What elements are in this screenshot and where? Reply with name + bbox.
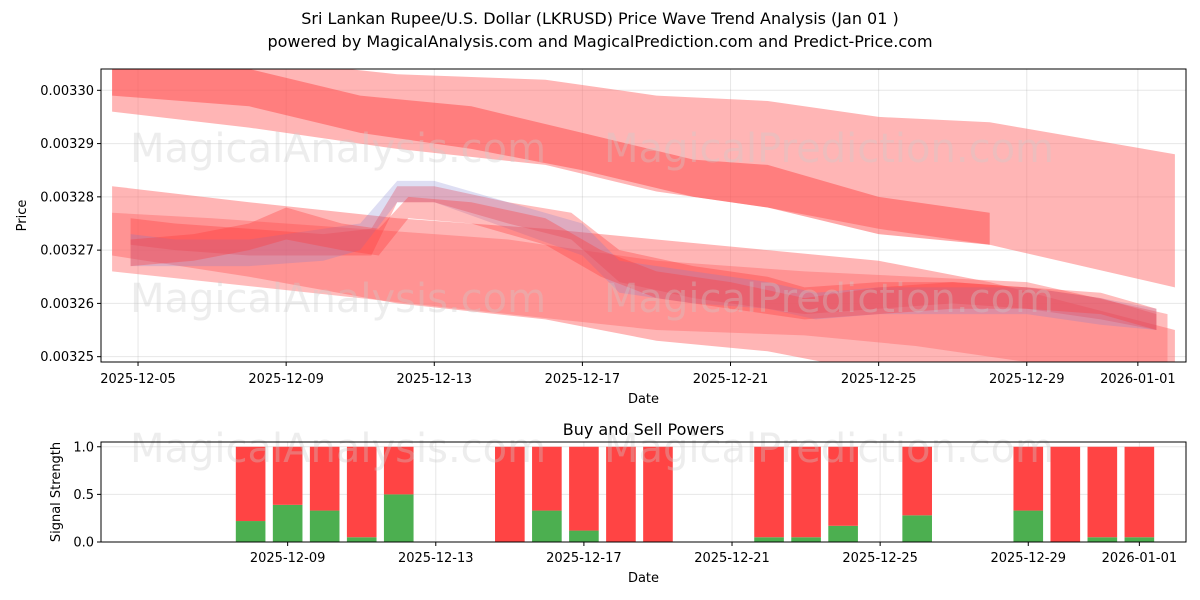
sub-x-tick-label: 2026-01-01 — [1102, 551, 1178, 566]
sub-x-ticks: 2025-12-09 2025-12-13 2025-12-17 2025-12-21… — [250, 542, 1177, 566]
buy-bar — [754, 537, 784, 542]
main-y-tick-label: 0.00326 — [40, 297, 94, 312]
sub-x-tick-label: 2025-12-17 — [546, 551, 622, 566]
sub-x-axis-label: Date — [628, 571, 659, 586]
buy-bar — [902, 515, 932, 542]
price-wave-3 — [130, 196, 1157, 330]
chart-title-line-2: powered by MagicalAnalysis.com and Magic… — [267, 32, 933, 51]
main-waves — [130, 180, 1157, 330]
band-lower-channel — [112, 212, 1168, 362]
main-x-axis-label: Date — [628, 392, 659, 407]
buy-bar — [532, 510, 562, 542]
buy-bar — [1087, 537, 1118, 542]
main-y-tick-label: 0.00329 — [40, 137, 94, 152]
band-middle-channel — [112, 186, 1175, 362]
buy-bar — [569, 530, 599, 542]
watermark-prediction-2: MagicalPrediction.com — [604, 276, 1054, 322]
sell-bar — [754, 446, 784, 538]
sub-y-axis-label: Signal Strength — [49, 442, 64, 542]
price-wave-1 — [130, 186, 1157, 330]
main-plot-frame — [100, 68, 1187, 363]
sell-bar — [383, 446, 414, 495]
sell-bar — [235, 446, 266, 522]
buy-bar — [1013, 510, 1044, 542]
sell-bar — [569, 446, 599, 531]
main-x-tick-label: 2025-12-29 — [989, 372, 1065, 387]
watermark-analysis-2: MagicalAnalysis.com — [130, 276, 546, 322]
sell-bar — [1050, 446, 1081, 542]
band-upper-channel — [112, 69, 1175, 288]
main-y-tick-label: 0.00325 — [40, 350, 94, 365]
main-x-tick-label: 2025-12-09 — [248, 372, 324, 387]
main-y-tick-label: 0.00328 — [40, 190, 94, 205]
main-x-tick-label: 2025-12-13 — [396, 372, 472, 387]
sub-y-tick-label: 0.0 — [73, 536, 94, 551]
buy-bar — [791, 537, 821, 542]
buy-bar — [235, 521, 266, 542]
sub-y-tick-label: 0.5 — [73, 488, 94, 503]
sub-x-tick-label: 2025-12-21 — [694, 551, 770, 566]
sell-bar — [309, 446, 340, 511]
main-x-tick-label: 2025-12-17 — [545, 372, 621, 387]
sub-x-tick-label: 2025-12-25 — [842, 551, 918, 566]
buy-bar — [1124, 537, 1155, 542]
sell-bar — [902, 446, 932, 516]
main-x-tick-label: 2025-12-25 — [841, 372, 917, 387]
watermark-prediction-3: MagicalPrediction.com — [604, 426, 1054, 472]
sub-x-tick-label: 2025-12-13 — [398, 551, 474, 566]
buy-bar — [346, 537, 377, 542]
sub-bars — [235, 446, 1155, 542]
main-y-ticks: 0.00325 0.00326 0.00327 0.00328 0.00329 0.003… — [40, 84, 101, 365]
sell-bar — [346, 446, 377, 538]
band-upper-channel-dark — [112, 69, 990, 245]
sell-bar — [828, 446, 858, 526]
main-x-tick-label: 2026-01-01 — [1100, 372, 1176, 387]
sell-bar — [495, 446, 525, 542]
main-bands — [112, 69, 1175, 362]
sell-bar — [643, 446, 673, 542]
sub-x-tick-label: 2025-12-29 — [990, 551, 1066, 566]
signal-chart-title: Buy and Sell Powers — [563, 420, 725, 439]
chart-title-line-1: Sri Lankan Rupee/U.S. Dollar (LKRUSD) Pr… — [301, 9, 899, 28]
main-y-tick-label: 0.00327 — [40, 244, 94, 259]
main-y-tick-label: 0.00330 — [40, 84, 94, 99]
sub-y-tick-label: 1.0 — [73, 440, 94, 455]
main-x-ticks: 2025-12-05 2025-12-09 2025-12-13 2025-12-17… — [100, 362, 1176, 387]
sell-bar — [1087, 446, 1118, 538]
main-x-tick-label: 2025-12-05 — [100, 372, 176, 387]
sell-bar — [606, 446, 636, 542]
sub-y-ticks: 0.0 0.5 1.0 — [73, 440, 101, 551]
sell-bar — [791, 446, 821, 538]
price-wave-2 — [130, 180, 1157, 330]
main-y-axis-label: Price — [15, 200, 30, 232]
buy-bar — [383, 494, 414, 542]
sell-bar — [1124, 446, 1155, 538]
sell-bar — [1013, 446, 1044, 511]
buy-bar — [828, 525, 858, 542]
sell-bar — [272, 446, 303, 505]
buy-bar — [272, 504, 303, 542]
watermark-prediction-1: MagicalPrediction.com — [604, 126, 1054, 172]
main-x-tick-label: 2025-12-21 — [693, 372, 769, 387]
watermark-analysis-3: MagicalAnalysis.com — [130, 426, 546, 472]
watermark-analysis-1: MagicalAnalysis.com — [130, 126, 546, 172]
sub-x-tick-label: 2025-12-09 — [250, 551, 326, 566]
buy-bar — [309, 510, 340, 542]
sell-bar — [532, 446, 562, 511]
signal-plot-frame — [100, 441, 1187, 543]
